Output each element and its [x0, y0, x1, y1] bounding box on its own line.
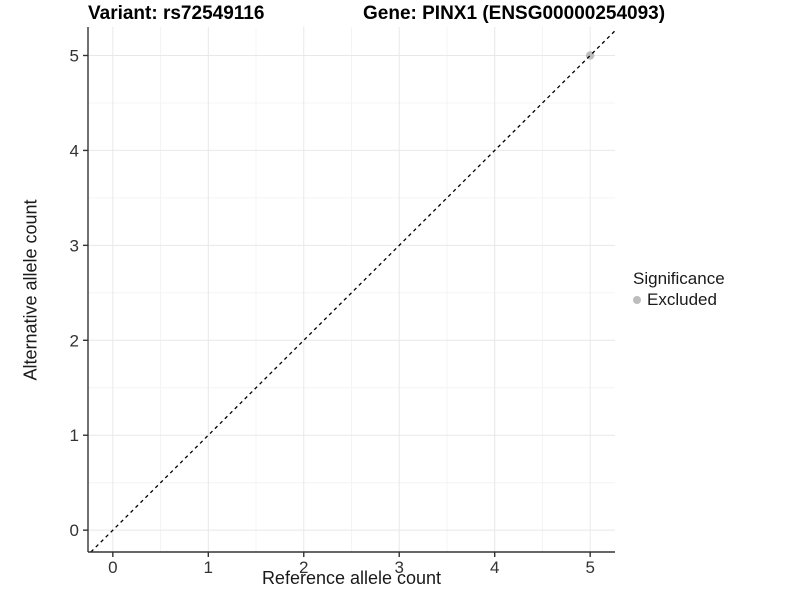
- legend-item-label: Excluded: [647, 290, 717, 309]
- x-tick-label: 5: [585, 558, 594, 577]
- y-tick-label: 2: [70, 331, 79, 350]
- y-tick-label: 4: [70, 141, 79, 160]
- y-axis-title: Alternative allele count: [20, 199, 41, 381]
- legend-title: Significance: [633, 269, 725, 288]
- x-tick-label: 3: [395, 558, 404, 577]
- x-tick-label: 1: [204, 558, 213, 577]
- legend: Significance Excluded: [633, 268, 725, 310]
- x-tick-label: 2: [299, 558, 308, 577]
- x-tick-label: 0: [108, 558, 117, 577]
- x-axis-title: Reference allele count: [261, 568, 442, 588]
- gene-title: Gene: PINX1 (ENSG00000254093): [363, 3, 666, 24]
- variant-title: Variant: rs72549116: [88, 3, 265, 24]
- y-tick-label: 1: [70, 426, 79, 445]
- y-tick-label: 5: [70, 46, 79, 65]
- legend-item-excluded: Excluded: [633, 290, 725, 310]
- x-tick-label: 4: [490, 558, 499, 577]
- y-tick-label: 3: [70, 236, 79, 255]
- legend-point-icon: [633, 296, 641, 304]
- y-tick-label: 0: [70, 521, 79, 540]
